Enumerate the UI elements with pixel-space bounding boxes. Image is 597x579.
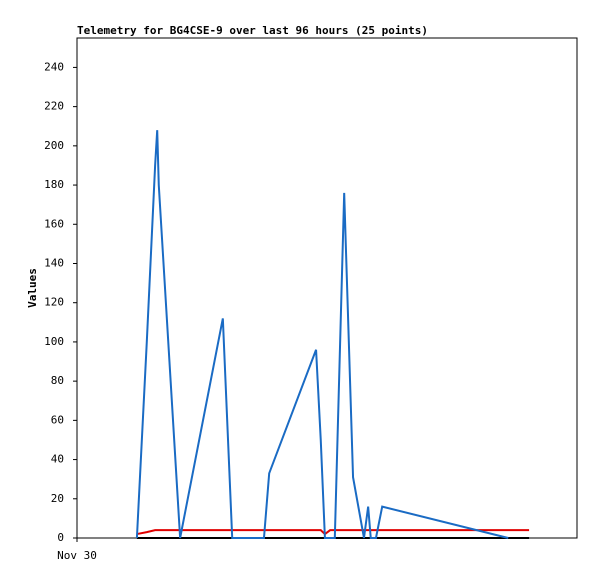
y-tick-label: 100 bbox=[44, 335, 64, 348]
y-tick-label: 180 bbox=[44, 178, 64, 191]
y-tick-label: 0 bbox=[57, 531, 64, 544]
y-tick-label: 220 bbox=[44, 100, 64, 113]
data-line bbox=[135, 130, 509, 539]
y-tick-label: 20 bbox=[51, 492, 64, 505]
y-tick-label: 160 bbox=[44, 217, 64, 230]
chart-title: Telemetry for BG4CSE-9 over last 96 hour… bbox=[77, 24, 428, 37]
y-tick-label: 60 bbox=[51, 413, 64, 426]
y-tick-label: 140 bbox=[44, 256, 64, 269]
y-tick-label: 120 bbox=[44, 296, 64, 309]
x-tick-label: Nov 30 bbox=[57, 549, 97, 562]
y-tick-label: 40 bbox=[51, 453, 64, 466]
y-axis-label: Values bbox=[26, 268, 39, 308]
y-tick-label: 200 bbox=[44, 139, 64, 152]
y-tick-label: 80 bbox=[51, 374, 64, 387]
y-tick-label: 240 bbox=[44, 60, 64, 73]
